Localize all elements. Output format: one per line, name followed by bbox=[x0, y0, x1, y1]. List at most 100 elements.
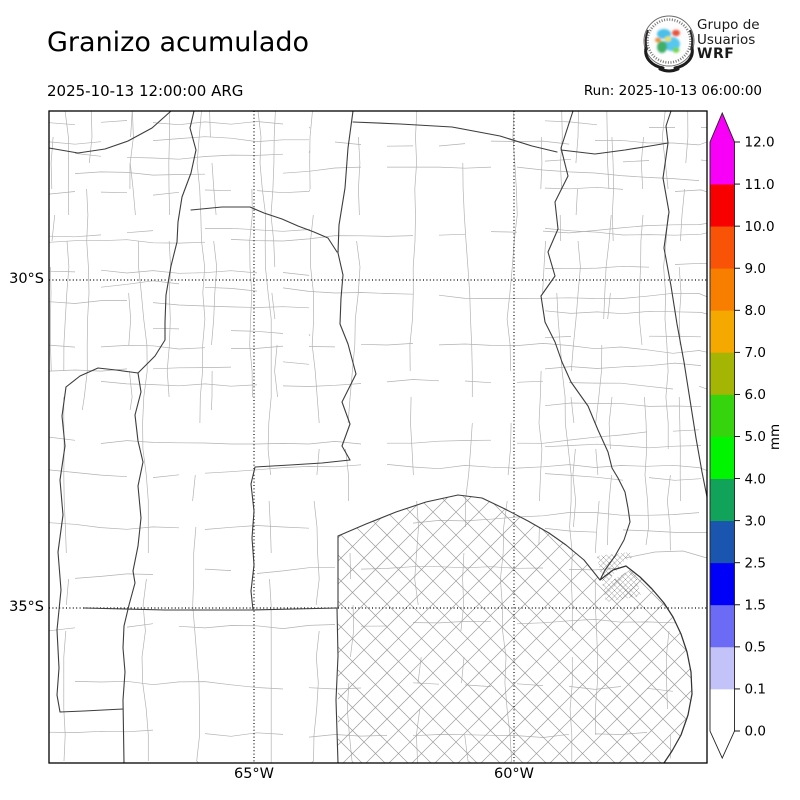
lat-label-30s: 30°S bbox=[9, 271, 44, 287]
boundary-line bbox=[257, 111, 272, 763]
lon-label-65w: 65°W bbox=[233, 766, 275, 782]
boundary-line bbox=[74, 150, 311, 160]
boundary-line bbox=[597, 552, 641, 602]
boundary-line bbox=[130, 111, 148, 763]
run-time-label: Run: 2025-10-13 06:00:00 bbox=[583, 83, 762, 99]
boundary-line bbox=[544, 262, 707, 270]
lat-label-35s: 35°S bbox=[9, 599, 44, 615]
colorbar-tick-label: 10.0 bbox=[745, 219, 775, 235]
boundary-line bbox=[338, 694, 692, 763]
boundary-line bbox=[338, 495, 692, 639]
boundary-line bbox=[597, 552, 641, 594]
boundary-line bbox=[338, 495, 692, 606]
boundary-line bbox=[338, 495, 692, 763]
boundary-line bbox=[338, 569, 692, 763]
colorbar-segment bbox=[710, 142, 735, 185]
boundary-line bbox=[338, 495, 692, 583]
boundary-line bbox=[338, 648, 692, 763]
boundary-line bbox=[597, 560, 641, 602]
colorbar-segment bbox=[710, 478, 735, 522]
boundary-line bbox=[167, 111, 170, 410]
boundary-line bbox=[597, 552, 641, 566]
boundary-line bbox=[338, 533, 692, 763]
boundary-line bbox=[544, 310, 707, 315]
colorbar-tick-label: 8.0 bbox=[745, 303, 766, 319]
boundary-line bbox=[100, 379, 707, 390]
boundary-line bbox=[545, 474, 707, 481]
colorbar-segment bbox=[710, 268, 735, 311]
boundary-line bbox=[409, 111, 422, 763]
boundary-line bbox=[338, 495, 692, 763]
colorbar: 12.0 11.0 10.0 9.0 8.0 7.0 6.0 5.0 4.0 3.0 2.5 1.5 0… bbox=[709, 111, 783, 760]
colorbar-segment bbox=[710, 688, 735, 732]
boundary-line bbox=[545, 363, 707, 369]
boundary-line bbox=[338, 495, 692, 754]
boundary-line bbox=[338, 684, 692, 763]
boundary-line bbox=[49, 343, 707, 354]
colorbar-segment bbox=[710, 646, 735, 690]
colorbar-segment bbox=[710, 226, 735, 269]
colorbar-tick-label: 6.0 bbox=[745, 387, 766, 403]
boundary-line bbox=[338, 625, 692, 763]
boundary-line bbox=[597, 552, 641, 602]
boundary-line bbox=[338, 661, 692, 763]
boundary-line bbox=[638, 136, 649, 546]
boundary-line bbox=[545, 403, 707, 408]
boundary-line bbox=[556, 111, 573, 763]
boundary-line bbox=[330, 110, 709, 490]
boundary-line bbox=[338, 495, 692, 652]
map-frame bbox=[48, 110, 708, 764]
colorbar-segment bbox=[710, 436, 735, 479]
boundary-line bbox=[345, 136, 361, 763]
logo-text-line2: Usuarios bbox=[697, 31, 756, 48]
colorbar-segments bbox=[710, 113, 735, 758]
boundary-line bbox=[49, 619, 707, 632]
boundary-line bbox=[152, 327, 311, 337]
boundary-line bbox=[49, 300, 310, 309]
boundary-line bbox=[544, 158, 707, 163]
boundary-line bbox=[338, 495, 692, 763]
boundary-line bbox=[597, 552, 641, 602]
boundary-line bbox=[271, 111, 278, 410]
colorbar-tick-label: 9.0 bbox=[745, 261, 766, 277]
boundary-line bbox=[81, 111, 93, 411]
boundary-line bbox=[597, 552, 641, 602]
boundary-line bbox=[338, 495, 692, 731]
boundary-line bbox=[597, 593, 641, 602]
colorbar-ticks: 12.0 11.0 10.0 9.0 8.0 7.0 6.0 5.0 4.0 3.0 2.5 1.5 0… bbox=[734, 135, 775, 740]
ocean bbox=[606, 550, 707, 763]
boundary-line bbox=[338, 495, 692, 763]
logo-text-line1: Grupo de bbox=[697, 17, 760, 33]
colorbar-tick-label: 2.5 bbox=[745, 555, 766, 571]
boundary-line bbox=[338, 495, 692, 570]
colorbar-tick-label: 7.0 bbox=[745, 345, 766, 361]
boundary-line bbox=[338, 592, 692, 763]
boundary-line bbox=[545, 334, 707, 337]
lon-label-60w: 60°W bbox=[493, 766, 535, 782]
boundary-line bbox=[74, 680, 707, 692]
boundary-line bbox=[597, 552, 641, 602]
boundary-line bbox=[128, 111, 133, 411]
boundary-line bbox=[597, 552, 641, 602]
boundary-line bbox=[500, 111, 518, 763]
map-plot bbox=[48, 110, 709, 764]
boundary-line bbox=[338, 523, 692, 763]
boundary-line bbox=[49, 428, 707, 444]
wrf-logo-seal-icon bbox=[643, 15, 695, 73]
boundary-line bbox=[544, 528, 707, 533]
boundary-line bbox=[597, 571, 641, 602]
boundary-line bbox=[49, 223, 707, 244]
colorbar-segment bbox=[710, 562, 735, 606]
colorbar-tick-label: 0.0 bbox=[745, 724, 766, 740]
boundary-line bbox=[338, 500, 692, 763]
logo-text-wrf: WRF bbox=[697, 46, 735, 62]
metro-area-dense-departments bbox=[597, 552, 641, 602]
boundary-line bbox=[49, 189, 311, 196]
boundary-line bbox=[597, 565, 641, 602]
boundary-line bbox=[661, 111, 671, 763]
colorbar-tick-label: 11.0 bbox=[745, 177, 775, 193]
boundary-line bbox=[607, 136, 614, 546]
boundary-line bbox=[338, 495, 692, 744]
boundary-line bbox=[192, 111, 206, 763]
colorbar-segment bbox=[710, 604, 735, 648]
